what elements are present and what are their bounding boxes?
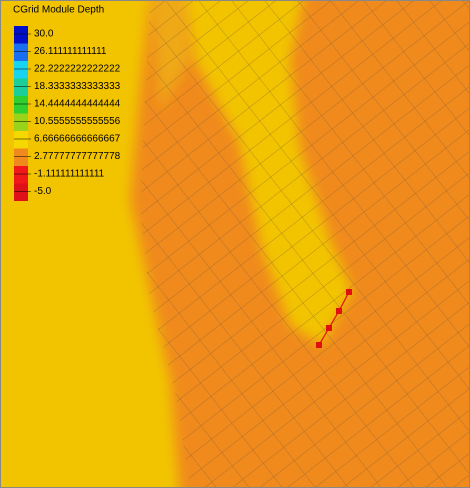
legend-swatch (14, 61, 28, 79)
legend-label: 18.3333333333333 (34, 81, 121, 92)
legend-swatch (14, 149, 28, 167)
legend-label: 10.5555555555556 (34, 116, 121, 127)
legend-title: CGrid Module Depth (13, 5, 104, 16)
legend-label: -1.111111111111 (34, 169, 105, 180)
legend-swatch (14, 131, 28, 149)
legend-label: 14.4444444444444 (34, 99, 121, 110)
legend-swatch (14, 114, 28, 132)
map: CGrid Module Depth 30.0 26.111111111111 22… (0, 0, 470, 488)
profile-node (346, 289, 352, 295)
profile-node (316, 342, 322, 348)
legend-swatch (14, 44, 28, 62)
legend-swatch (14, 79, 28, 97)
profile-node (336, 308, 342, 314)
legend-swatch (14, 96, 28, 114)
legend-label: 26.111111111111 (34, 46, 107, 57)
legend-label: 22.2222222222222 (34, 64, 121, 75)
legend-swatch (14, 26, 28, 44)
legend-label: 6.66666666666667 (34, 134, 121, 145)
map-view: CGrid Module Depth 30.0 26.111111111111 22… (0, 0, 470, 488)
legend-swatch (14, 166, 28, 184)
profile-node (326, 325, 332, 331)
legend-label: 2.77777777777778 (34, 151, 121, 162)
legend-swatch (14, 184, 28, 202)
mesh-grid (140, 0, 470, 488)
legend-label: -5.0 (34, 186, 52, 197)
legend-label: 30.0 (34, 29, 54, 40)
